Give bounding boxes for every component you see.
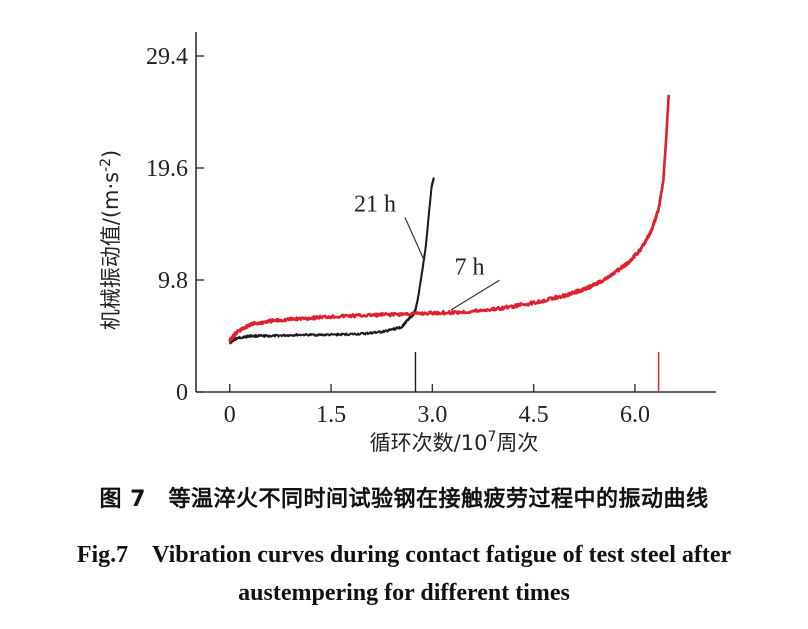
series-annotation-label: 21 h xyxy=(354,191,396,217)
x-axis-label: 循环次数/107周次 xyxy=(370,429,539,455)
series-line-7h xyxy=(228,94,671,343)
annotation-leader-line xyxy=(404,217,425,261)
series-annotation-label: 7 h xyxy=(455,254,485,280)
annotation-leader-line xyxy=(450,279,500,311)
y-tick-label: 29.4 xyxy=(146,44,188,70)
x-tick-label: 4.5 xyxy=(519,402,549,428)
x-tick-label: 3.0 xyxy=(417,402,447,428)
plot-area xyxy=(228,94,671,392)
axis-labels: 0 9.8 19.6 29.4 0 1.5 3.0 4.5 6.0 21 h 7 h 机械振动值/(m… xyxy=(98,44,650,455)
y-tick-label: 19.6 xyxy=(146,156,188,182)
y-axis-label: 机械振动值/(m·s-2) xyxy=(98,150,123,331)
x-tick-label: 0 xyxy=(224,402,236,428)
y-tick-label: 9.8 xyxy=(158,268,188,294)
x-tick-label: 1.5 xyxy=(316,402,346,428)
figure-caption-chinese: 图 7 等温淬火不同时间试验钢在接触疲劳过程中的振动曲线 xyxy=(99,487,709,512)
x-tick-label: 6.0 xyxy=(620,402,650,428)
series-line-21h xyxy=(228,177,435,345)
axes xyxy=(195,32,716,393)
figure-caption-english-line-2: austempering for different times xyxy=(238,580,570,606)
y-tick-label: 0 xyxy=(176,380,188,406)
vibration-chart: 0 9.8 19.6 29.4 0 1.5 3.0 4.5 6.0 21 h 7 h 机械振动值/(m… xyxy=(98,32,716,455)
figure-caption-english-line-1: Fig.7 Vibration curves during contact fa… xyxy=(76,542,732,568)
